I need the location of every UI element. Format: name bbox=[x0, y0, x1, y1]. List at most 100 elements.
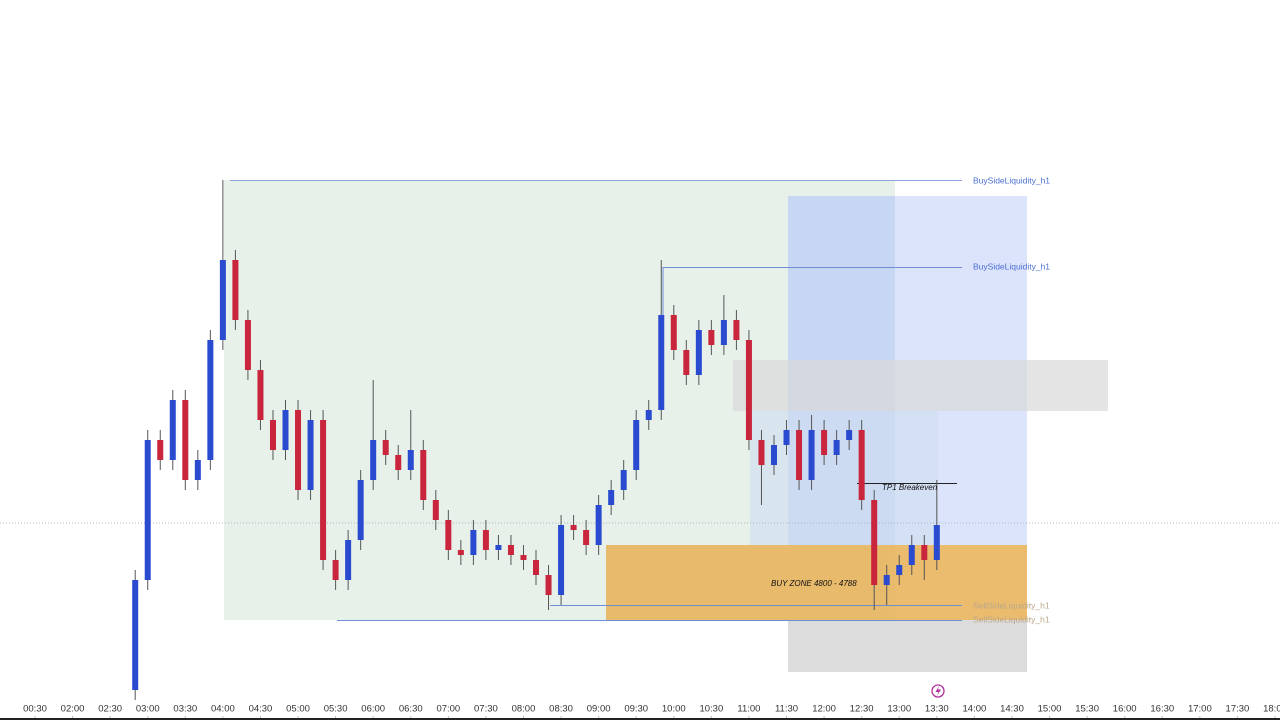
candle-body bbox=[883, 575, 890, 585]
candle-body bbox=[808, 430, 815, 480]
candle-body bbox=[432, 500, 439, 520]
candle-body bbox=[770, 445, 777, 465]
candle-body bbox=[921, 545, 928, 560]
candle-body bbox=[670, 315, 677, 350]
candle-body bbox=[244, 320, 251, 370]
candle-body bbox=[733, 320, 740, 340]
alert-icon[interactable] bbox=[931, 684, 945, 698]
candle-body bbox=[407, 450, 414, 470]
x-tick-label: 14:30 bbox=[1000, 704, 1024, 715]
candle-body bbox=[345, 540, 352, 580]
x-tick-label: 02:00 bbox=[61, 704, 85, 715]
candle-body bbox=[232, 260, 239, 320]
x-tick-label: 14:00 bbox=[963, 704, 987, 715]
x-tick-label: 12:30 bbox=[850, 704, 874, 715]
candle-body bbox=[633, 420, 640, 470]
candle-body bbox=[683, 350, 690, 375]
candle-body bbox=[370, 440, 377, 480]
candle-body bbox=[219, 260, 226, 340]
candle-body bbox=[620, 470, 627, 490]
annotation: BUY ZONE 4800 - 4788 bbox=[771, 579, 857, 588]
candle-body bbox=[157, 440, 164, 460]
x-axis: 00:30 02:00 02:30 03:00 03:30 04:00 04:30 05:00… bbox=[23, 704, 1280, 718]
candle-body bbox=[507, 545, 514, 555]
candle-body bbox=[445, 520, 452, 550]
candle-body bbox=[871, 500, 878, 585]
candle-body bbox=[470, 530, 477, 555]
candle-body bbox=[295, 410, 302, 490]
x-tick-label: 13:30 bbox=[925, 704, 949, 715]
x-tick-label: 12:00 bbox=[812, 704, 836, 715]
candle-body bbox=[495, 545, 502, 550]
candle-body bbox=[257, 370, 264, 420]
x-tick-label: 16:30 bbox=[1150, 704, 1174, 715]
x-tick-label: 05:30 bbox=[324, 704, 348, 715]
candle-body bbox=[132, 580, 139, 690]
candle-body bbox=[933, 525, 940, 560]
candle-body bbox=[533, 560, 540, 575]
candle-body bbox=[720, 320, 727, 345]
x-tick-label: 10:00 bbox=[662, 704, 686, 715]
annotation: BuySideLiquidity_h1 bbox=[973, 175, 1050, 185]
candle-body bbox=[194, 460, 201, 480]
x-tick-label: 09:00 bbox=[587, 704, 611, 715]
candle-body bbox=[169, 400, 176, 460]
candle-body bbox=[846, 430, 853, 440]
candle-body bbox=[357, 480, 364, 540]
x-tick-label: 11:30 bbox=[775, 704, 798, 715]
x-tick-label: 03:30 bbox=[173, 704, 197, 715]
x-tick-label: 17:30 bbox=[1226, 704, 1250, 715]
x-tick-label: 07:30 bbox=[474, 704, 498, 715]
candle-body bbox=[695, 330, 702, 375]
candle-body bbox=[745, 340, 752, 440]
candle-body bbox=[307, 420, 314, 490]
candle-body bbox=[608, 490, 615, 505]
candle-body bbox=[420, 450, 427, 500]
candle-body bbox=[783, 430, 790, 445]
candle-body bbox=[182, 400, 189, 480]
candle-body bbox=[558, 525, 565, 595]
entry-zone bbox=[750, 411, 938, 545]
x-tick-label: 13:00 bbox=[887, 704, 911, 715]
x-tick-label: 08:00 bbox=[512, 704, 536, 715]
candle-body bbox=[520, 555, 527, 560]
x-tick-label: 17:00 bbox=[1188, 704, 1212, 715]
x-tick-label: 06:30 bbox=[399, 704, 423, 715]
candle-body bbox=[332, 560, 339, 580]
buy-zone bbox=[606, 545, 1027, 620]
supply-zone bbox=[733, 360, 1108, 411]
annotation: BuySideLiquidity_h1 bbox=[973, 261, 1050, 271]
x-tick-label: 07:00 bbox=[436, 704, 460, 715]
x-tick-label: 16:00 bbox=[1113, 704, 1137, 715]
annotation: TP1 Breakeven bbox=[882, 483, 938, 492]
candle-body bbox=[320, 420, 327, 560]
x-tick-label: 15:30 bbox=[1075, 704, 1099, 715]
x-tick-label: 00:30 bbox=[23, 704, 47, 715]
candle-body bbox=[482, 530, 489, 550]
candle-body bbox=[144, 440, 151, 580]
candle-body bbox=[708, 330, 715, 345]
candle-body bbox=[207, 340, 214, 460]
candle-body bbox=[545, 575, 552, 595]
x-tick-label: 18:00 bbox=[1263, 704, 1280, 715]
stop-zone bbox=[788, 620, 1027, 672]
candle-body bbox=[282, 410, 289, 450]
x-tick-label: 11:00 bbox=[737, 704, 760, 715]
candle-body bbox=[821, 430, 828, 455]
candle-body bbox=[796, 430, 803, 480]
candle-body bbox=[896, 565, 903, 575]
candle-body bbox=[595, 505, 602, 545]
x-tick-label: 06:00 bbox=[361, 704, 385, 715]
x-tick-label: 04:30 bbox=[249, 704, 273, 715]
x-tick-label: 15:00 bbox=[1038, 704, 1062, 715]
candle-body bbox=[583, 530, 590, 545]
candle-body bbox=[570, 525, 577, 530]
candle-body bbox=[382, 440, 389, 455]
x-tick-label: 04:00 bbox=[211, 704, 235, 715]
candle-body bbox=[645, 410, 652, 420]
x-tick-label: 09:30 bbox=[624, 704, 648, 715]
x-tick-label: 02:30 bbox=[98, 704, 122, 715]
candle-body bbox=[908, 545, 915, 565]
